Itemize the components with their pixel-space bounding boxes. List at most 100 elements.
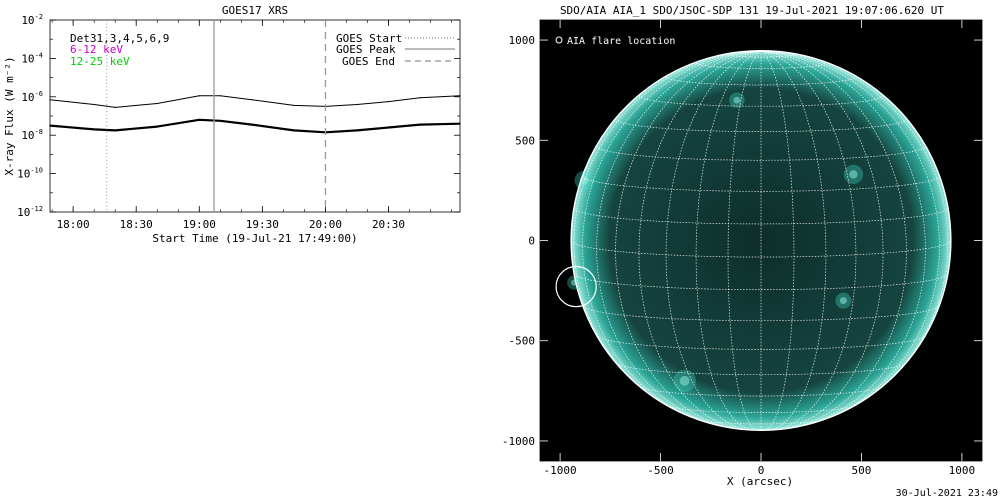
goes-x-axis: 18:00 18:30 19:00 19:30 20:00 20:30 xyxy=(51,20,452,231)
curve-point xyxy=(251,124,253,126)
curve-point xyxy=(198,95,200,97)
aia-active-regions xyxy=(567,92,864,393)
latitude-line xyxy=(582,305,940,322)
goes-event-markers xyxy=(106,20,327,212)
longitude-line xyxy=(665,51,762,431)
active-region-core xyxy=(733,96,741,104)
latitude-line xyxy=(596,335,926,350)
y-tick-label: 10-10 xyxy=(17,167,43,181)
curve-point xyxy=(293,129,295,131)
flare-legend-label: AIA flare location xyxy=(567,36,675,47)
goes-panel: GOES17 XRS 10-2 10-4 10-6 10-8 10-10 10-12 18… xyxy=(3,4,461,245)
x-tick-label: 19:00 xyxy=(183,218,216,231)
aia-axes: -1000 -500 0 500 1000 1000 500 0 -500 -1000 xyxy=(502,20,982,477)
aia-x-tick-label: 1000 xyxy=(949,464,976,477)
goes-title: GOES17 XRS xyxy=(222,4,288,17)
curve-point xyxy=(49,99,51,101)
latitude-line xyxy=(615,118,907,132)
curve-point xyxy=(156,102,158,105)
aia-x-tick-label: 0 xyxy=(758,464,765,477)
curve-point xyxy=(387,101,390,103)
legend-goes-start: GOES Start xyxy=(336,32,402,45)
y-tick-label: 10-6 xyxy=(21,90,43,104)
longitude-line xyxy=(760,51,940,426)
y-tick-exponent: -4 xyxy=(35,51,43,59)
aia-title: SDO/AIA AIA_1 SDO/JSOC-SDP 131 19-Jul-20… xyxy=(560,4,944,17)
active-region-core xyxy=(839,297,847,305)
aia-panel: SDO/AIA AIA_1 SDO/JSOC-SDP 131 19-Jul-20… xyxy=(502,4,983,488)
x-tick-label: 19:30 xyxy=(246,218,279,231)
legend-goes-peak: GOES Peak xyxy=(336,43,396,56)
longitude-line xyxy=(596,51,762,429)
curve-point xyxy=(459,95,461,97)
curve-point xyxy=(93,103,95,106)
aia-xlabel: X (arcsec) xyxy=(727,475,793,488)
x-tick-label: 20:30 xyxy=(372,218,405,231)
active-region-core xyxy=(679,375,690,386)
longitude-line xyxy=(638,51,762,431)
y-tick-exponent: -10 xyxy=(30,167,43,175)
curve-12-25-keV xyxy=(49,118,461,134)
latitude-line xyxy=(667,405,855,413)
curve-point xyxy=(219,120,221,122)
legend-detectors: Det31,3,4,5,6,9 xyxy=(70,32,169,45)
curve-point xyxy=(293,104,295,107)
curve-point xyxy=(459,123,461,125)
aia-heliographic-grid xyxy=(570,49,952,432)
aia-y-tick-label: -1000 xyxy=(502,435,535,448)
curve-point xyxy=(356,103,358,106)
curve-point xyxy=(198,119,200,121)
x-tick-label: 18:00 xyxy=(57,218,90,231)
y-tick-exponent: -2 xyxy=(35,13,43,21)
curve-point xyxy=(156,125,158,128)
latitude-line xyxy=(695,62,827,69)
x-tick-label: 18:30 xyxy=(120,218,153,231)
curve-point xyxy=(419,97,421,99)
curve-point xyxy=(219,95,221,97)
solar-limb xyxy=(570,49,952,432)
curve-6-12-keV xyxy=(49,95,461,108)
latitude-line xyxy=(615,362,907,376)
latitude-line xyxy=(573,273,949,290)
y-tick-exponent: -8 xyxy=(35,128,43,136)
active-region-core xyxy=(849,170,858,179)
goes-curves xyxy=(49,95,461,134)
aia-x-tick-label: -500 xyxy=(647,464,674,477)
y-tick-exponent: -12 xyxy=(30,205,43,213)
y-tick-label: 10-12 xyxy=(17,205,43,219)
longitude-line xyxy=(727,51,762,431)
goes-ylabel: X-ray Flux (W m⁻²) xyxy=(3,56,16,175)
y-tick-exponent: -6 xyxy=(35,90,43,98)
longitude-line xyxy=(760,51,926,429)
aia-y-tick-label: 0 xyxy=(528,235,535,248)
longitude-line xyxy=(615,51,762,430)
longitude-line xyxy=(760,51,795,431)
longitude-line xyxy=(760,51,857,431)
legend-band-low: 6-12 keV xyxy=(70,43,123,56)
y-tick-label: 10-4 xyxy=(21,51,43,65)
legend-goes-end: GOES End xyxy=(342,55,395,68)
aia-y-tick-label: 500 xyxy=(515,134,535,147)
legend-band-high: 12-25 keV xyxy=(70,55,130,68)
y-tick-label: 10-8 xyxy=(21,128,43,142)
flare-legend-symbol xyxy=(555,36,563,44)
longitude-line xyxy=(760,51,907,430)
latitude-line xyxy=(582,175,940,192)
curve-point xyxy=(114,129,116,131)
curve-point xyxy=(387,126,390,129)
aia-y-tick-label: 1000 xyxy=(509,34,536,47)
aia-y-tick-label: -500 xyxy=(509,335,536,348)
curve-point xyxy=(93,128,95,131)
y-tick-label: 10-2 xyxy=(21,13,43,27)
longitude-line xyxy=(582,51,762,426)
x-tick-label: 20:00 xyxy=(309,218,342,231)
curve-point xyxy=(114,106,116,108)
aia-x-tick-label: 500 xyxy=(852,464,872,477)
curve-point xyxy=(251,99,253,101)
footer-timestamp: 30-Jul-2021 23:49 xyxy=(896,488,998,499)
curve-point xyxy=(49,125,51,127)
goes-xlabel: Start Time (19-Jul-21 17:49:00) xyxy=(152,232,357,245)
aia-flare-circle xyxy=(555,265,597,308)
aia-x-tick-label: -1000 xyxy=(544,464,577,477)
